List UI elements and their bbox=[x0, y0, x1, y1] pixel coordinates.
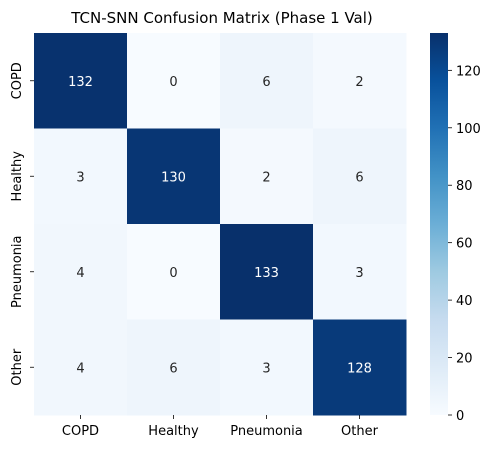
colorbar-tick-label: 100 bbox=[456, 122, 481, 137]
cell-value-label: 128 bbox=[347, 361, 372, 376]
y-tick-labels: COPD Healthy Pneumonia Other bbox=[10, 62, 34, 386]
heatmap-cell bbox=[313, 128, 407, 225]
heatmap-cell bbox=[127, 33, 221, 129]
heatmap-cell bbox=[34, 33, 128, 129]
heatmap-cell bbox=[313, 319, 407, 416]
cell-value-label: 3 bbox=[262, 361, 270, 376]
y-tick-label: Pneumonia bbox=[10, 235, 25, 308]
cell-value-label: 4 bbox=[76, 361, 84, 376]
x-tick-labels: COPD Healthy Pneumonia Other bbox=[62, 415, 379, 439]
heatmap-cell bbox=[313, 224, 407, 320]
cell-value-label: 0 bbox=[169, 75, 177, 90]
cell-value-label: 130 bbox=[161, 170, 186, 185]
heatmap-cell bbox=[127, 224, 221, 320]
y-tick-label: Healthy bbox=[10, 151, 25, 202]
cell-value-label: 3 bbox=[355, 266, 363, 281]
cell-value-label: 3 bbox=[76, 170, 84, 185]
heatmap-cell bbox=[220, 128, 314, 225]
heatmap-cells: 132 0 6 2 3 130 2 6 4 0 133 3 4 6 3 128 bbox=[34, 33, 407, 416]
heatmap-cell bbox=[34, 224, 128, 320]
heatmap-cell bbox=[313, 33, 407, 129]
cell-value-label: 133 bbox=[254, 266, 279, 281]
cell-value-label: 6 bbox=[355, 170, 363, 185]
cell-value-label: 2 bbox=[262, 170, 270, 185]
heatmap-cell bbox=[127, 128, 221, 225]
cell-value-label: 6 bbox=[169, 361, 177, 376]
chart-title: TCN-SNN Confusion Matrix (Phase 1 Val) bbox=[70, 9, 373, 27]
colorbar bbox=[430, 33, 448, 415]
colorbar-tick-label: 40 bbox=[456, 294, 473, 309]
x-tick-label: Other bbox=[341, 424, 379, 439]
colorbar-tick-label: 120 bbox=[456, 64, 481, 79]
x-tick-label: COPD bbox=[62, 424, 99, 439]
colorbar-ticks: 0 20 40 60 80 100 120 bbox=[448, 64, 481, 424]
colorbar-tick-label: 60 bbox=[456, 237, 473, 252]
x-tick-label: Pneumonia bbox=[230, 424, 303, 439]
cell-value-label: 132 bbox=[68, 75, 93, 90]
cell-value-label: 2 bbox=[355, 75, 363, 90]
x-tick-label: Healthy bbox=[148, 424, 199, 439]
heatmap-cell bbox=[220, 33, 314, 129]
colorbar-tick-label: 0 bbox=[456, 409, 464, 424]
heatmap-cell bbox=[34, 319, 128, 416]
y-tick-label: Other bbox=[10, 348, 25, 386]
heatmap-cell bbox=[127, 319, 221, 416]
heatmap-cell bbox=[220, 224, 314, 320]
cell-value-label: 6 bbox=[262, 75, 270, 90]
heatmap-cell bbox=[34, 128, 128, 225]
y-tick-label: COPD bbox=[10, 62, 25, 99]
colorbar-tick-label: 20 bbox=[456, 352, 473, 367]
cell-value-label: 0 bbox=[169, 266, 177, 281]
cell-value-label: 4 bbox=[76, 266, 84, 281]
heatmap-cell bbox=[220, 319, 314, 416]
colorbar-tick-label: 80 bbox=[456, 179, 473, 194]
